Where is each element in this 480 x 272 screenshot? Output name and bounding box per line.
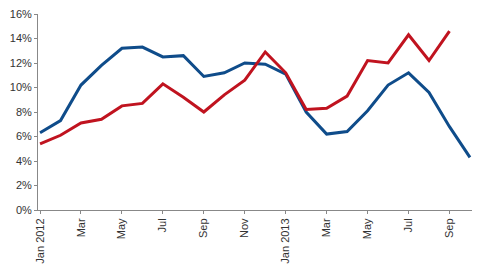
svg-text:Jul: Jul bbox=[402, 218, 414, 232]
svg-text:0%: 0% bbox=[16, 204, 32, 216]
svg-text:12%: 12% bbox=[10, 57, 32, 69]
svg-text:10%: 10% bbox=[10, 81, 32, 93]
svg-text:May: May bbox=[361, 218, 373, 239]
svg-text:8%: 8% bbox=[16, 106, 32, 118]
svg-text:Mar: Mar bbox=[75, 218, 87, 237]
svg-text:14%: 14% bbox=[10, 32, 32, 44]
svg-text:2%: 2% bbox=[16, 179, 32, 191]
svg-text:Mar: Mar bbox=[320, 218, 332, 237]
svg-text:Jan 2013: Jan 2013 bbox=[279, 218, 291, 263]
svg-text:16%: 16% bbox=[10, 8, 32, 20]
svg-text:Sep: Sep bbox=[197, 218, 209, 238]
svg-text:6%: 6% bbox=[16, 130, 32, 142]
svg-text:4%: 4% bbox=[16, 155, 32, 167]
svg-text:Nov: Nov bbox=[238, 218, 250, 238]
svg-text:Jul: Jul bbox=[156, 218, 168, 232]
svg-text:Jan 2012: Jan 2012 bbox=[34, 218, 46, 263]
svg-text:Sep: Sep bbox=[443, 218, 455, 238]
svg-text:May: May bbox=[116, 218, 128, 239]
